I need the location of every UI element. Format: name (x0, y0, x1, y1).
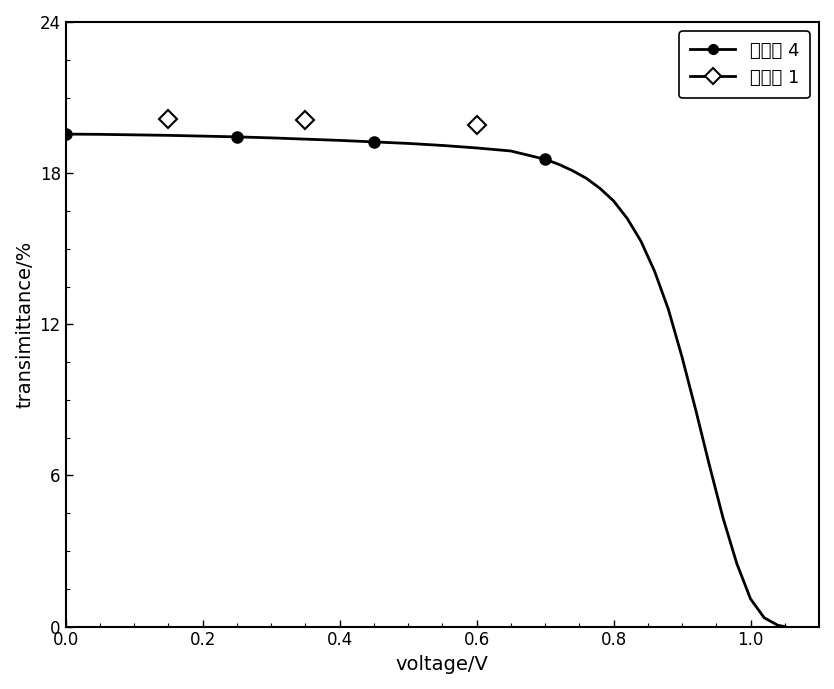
X-axis label: voltage/V: voltage/V (396, 655, 489, 674)
Y-axis label: transimittance/%: transimittance/% (15, 240, 34, 408)
Legend: 实施例 4, 实施例 1: 实施例 4, 实施例 1 (679, 31, 810, 99)
